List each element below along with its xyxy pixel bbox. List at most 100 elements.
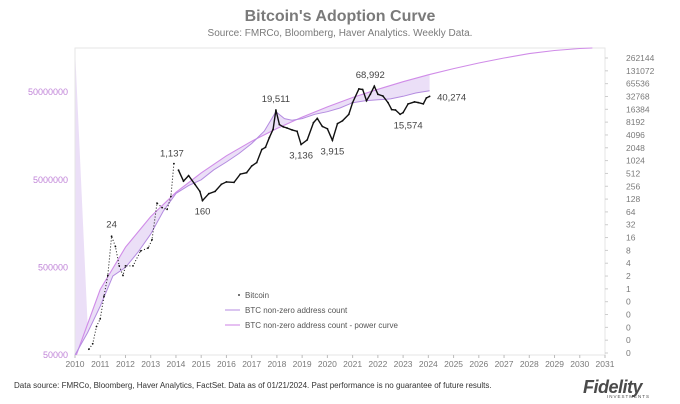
legend-entry: BTC non-zero address count xyxy=(245,306,348,315)
right-tick-label: 0 xyxy=(626,297,631,307)
bitcoin-price-point xyxy=(312,121,315,124)
right-tick-label: 64 xyxy=(626,207,636,217)
left-tick-label: 5000000 xyxy=(33,175,68,185)
right-tick-label: 0 xyxy=(626,310,631,320)
x-tick-label: 2022 xyxy=(368,359,387,369)
right-tick-label: 0 xyxy=(626,322,631,332)
fidelity-logo: Fidelity xyxy=(583,377,643,397)
right-tick-label: 4 xyxy=(626,258,631,268)
x-tick-label: 2018 xyxy=(267,359,286,369)
bitcoin-price-point xyxy=(321,125,324,128)
x-tick-label: 2011 xyxy=(91,359,110,369)
bitcoin-price-point xyxy=(361,88,364,91)
right-tick-label: 128 xyxy=(626,194,640,204)
bitcoin-price-point xyxy=(214,190,217,193)
left-tick-label: 500000 xyxy=(38,262,68,272)
right-tick-label: 8 xyxy=(626,245,631,255)
data-label: 3,915 xyxy=(321,146,345,157)
right-tick-label: 2 xyxy=(626,271,631,281)
legend-entry: Bitcoin xyxy=(245,291,269,300)
bitcoin-price-point xyxy=(239,173,242,176)
bitcoin-price-point xyxy=(331,139,334,142)
bitcoin-price-point xyxy=(99,318,102,320)
right-tick-label: 4096 xyxy=(626,130,645,140)
right-tick-label: 0 xyxy=(626,335,631,345)
bitcoin-price-point xyxy=(286,127,288,129)
bitcoin-price-point xyxy=(170,195,172,198)
x-tick-label: 2020 xyxy=(318,359,337,369)
bitcoin-price-point xyxy=(194,183,196,186)
footnote: Data source: FMRCo, Bloomberg, Haver Ana… xyxy=(14,381,492,390)
bitcoin-price-point xyxy=(387,101,389,104)
legend: Bitcoin BTC non-zero address count BTC non… xyxy=(225,291,399,330)
bitcoin-price-point xyxy=(407,103,409,105)
bitcoin-price-point xyxy=(275,109,277,111)
bitcoin-price-point xyxy=(365,99,368,102)
bitcoin-price-point xyxy=(88,348,90,351)
series-bitcoin-price xyxy=(177,84,430,203)
x-tick-label: 2017 xyxy=(242,359,261,369)
bitcoin-price-point xyxy=(173,162,175,165)
bitcoin-price-point xyxy=(250,165,253,167)
bitcoin-price-point xyxy=(422,103,425,105)
bitcoin-price-point xyxy=(373,85,376,88)
bitcoin-price-point xyxy=(296,130,298,133)
right-tick-label: 1024 xyxy=(626,156,645,166)
bitcoin-price-point xyxy=(187,174,190,177)
bitcoin-price-point xyxy=(201,199,204,202)
right-tick-label: 8192 xyxy=(626,117,645,127)
bitcoin-price-point xyxy=(255,161,258,164)
data-label: 24 xyxy=(106,219,117,230)
bitcoin-price-point xyxy=(390,108,393,111)
right-tick-label: 0 xyxy=(626,348,631,358)
right-tick-label: 16384 xyxy=(626,104,650,114)
bitcoin-price-point xyxy=(394,109,397,111)
x-tick-label: 2029 xyxy=(545,359,564,369)
bitcoin-price-point xyxy=(347,113,350,116)
right-tick-label: 1 xyxy=(626,284,631,294)
bitcoin-price-point xyxy=(264,146,267,149)
data-label: 19,511 xyxy=(262,94,290,105)
bitcoin-price-point xyxy=(118,265,121,267)
bitcoin-price-point xyxy=(413,101,416,103)
x-tick-label: 2019 xyxy=(293,359,312,369)
series-layer xyxy=(74,47,593,356)
bitcoin-price-point xyxy=(110,235,113,238)
x-tick-label: 2021 xyxy=(343,359,362,369)
axis-layer: 2010 2011 2012 2013 2014 2015 2016 2017 2018 2019… xyxy=(28,53,655,369)
bitcoin-price-point xyxy=(316,117,319,120)
data-label: 160 xyxy=(195,207,211,218)
bitcoin-price-point xyxy=(336,122,339,125)
legend-bitcoin-marker xyxy=(238,294,240,296)
x-tick-label: 2015 xyxy=(192,359,211,369)
data-label: 40,274 xyxy=(437,92,466,103)
bitcoin-price-point xyxy=(245,171,248,174)
bitcoin-price-point xyxy=(300,143,302,146)
bitcoin-price-point xyxy=(377,93,379,96)
bitcoin-price-point xyxy=(161,206,164,209)
bitcoin-price-point xyxy=(95,325,98,328)
bitcoin-price-point xyxy=(369,93,372,96)
bitcoin-price-point xyxy=(282,125,285,128)
x-tick-label: 2026 xyxy=(469,359,488,369)
bitcoin-price-point xyxy=(156,202,158,205)
plot-frame xyxy=(74,47,606,356)
bitcoin-price-point xyxy=(382,95,384,97)
right-tick-label: 512 xyxy=(626,168,640,178)
series-power-curve xyxy=(75,47,593,356)
bitcoin-price-point xyxy=(402,111,404,114)
bitcoin-price-point xyxy=(351,101,354,104)
bitcoin-price-point xyxy=(233,181,235,184)
x-tick-label: 2025 xyxy=(444,359,463,369)
left-tick-label: 50000 xyxy=(43,350,68,360)
fidelity-logo-subtitle: INVESTMENTS xyxy=(607,394,651,399)
bitcoin-price-point xyxy=(106,274,109,277)
bitcoin-price-point xyxy=(207,192,210,195)
chart-title: Bitcoin's Adoption Curve xyxy=(244,8,436,25)
bitcoin-price-point xyxy=(177,169,180,172)
chart-subtitle: Source: FMRCo, Bloomberg, Haver Analytic… xyxy=(207,28,473,39)
data-label: 15,574 xyxy=(394,120,423,131)
x-tick-label: 2023 xyxy=(394,359,413,369)
right-tick-label: 256 xyxy=(626,181,640,191)
